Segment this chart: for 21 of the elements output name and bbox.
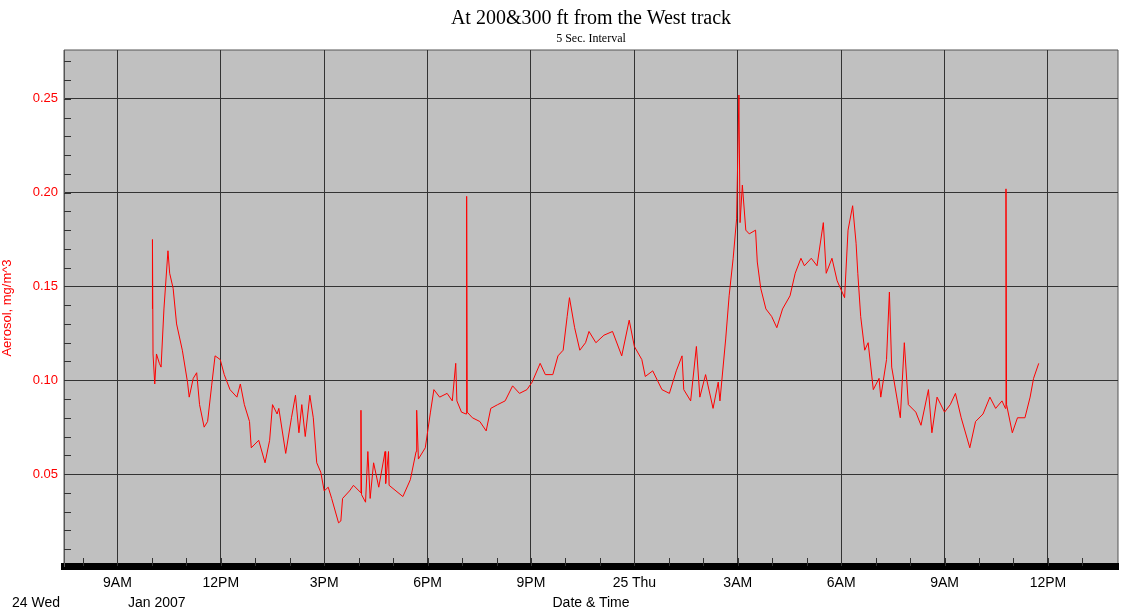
y-tick-label: 0.25 [32, 90, 58, 106]
chart-subtitle: 5 Sec. Interval [556, 31, 627, 45]
x-tick-label: 25 Thu [612, 574, 657, 591]
y-tick-label: 0.05 [32, 465, 58, 481]
x-tick-label: 6PM [413, 574, 442, 591]
chart-title: At 200&300 ft from the West track [450, 6, 732, 28]
x-tick-label: 3AM [723, 574, 753, 591]
x-tick-label: 3PM [309, 574, 339, 591]
x-tick-label: 9PM [516, 574, 546, 591]
y-tick-label: 0.20 [32, 184, 58, 200]
text: 24 Wed [12, 594, 60, 610]
y-tick-label: 0.10 [32, 371, 58, 387]
x-tick-label: 6AM [826, 574, 856, 591]
y-axis-title: Aerosol, mg/m^3 [0, 259, 15, 357]
text: Jan 2007 [128, 594, 186, 610]
x-tick-label: 9AM [103, 574, 132, 591]
x-tick-label: 12PM [1029, 574, 1067, 591]
x-tick-label: 12PM [202, 574, 240, 591]
x-axis-title: Date & Time [552, 594, 630, 610]
x-tick-label: 9AM [930, 574, 959, 591]
y-tick-label: 0.15 [32, 278, 58, 293]
